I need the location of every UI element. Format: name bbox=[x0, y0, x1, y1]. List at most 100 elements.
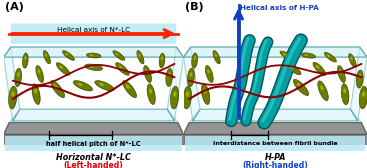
Polygon shape bbox=[193, 109, 358, 121]
Polygon shape bbox=[4, 134, 183, 144]
Ellipse shape bbox=[188, 69, 195, 87]
Ellipse shape bbox=[161, 56, 163, 60]
Ellipse shape bbox=[99, 83, 104, 86]
Ellipse shape bbox=[202, 84, 210, 105]
Ellipse shape bbox=[36, 66, 44, 83]
Ellipse shape bbox=[149, 88, 152, 94]
Ellipse shape bbox=[8, 86, 17, 109]
Ellipse shape bbox=[342, 84, 349, 105]
Ellipse shape bbox=[192, 53, 197, 68]
Ellipse shape bbox=[283, 53, 286, 55]
Ellipse shape bbox=[294, 80, 309, 96]
Ellipse shape bbox=[119, 65, 122, 69]
Ellipse shape bbox=[304, 54, 308, 56]
Ellipse shape bbox=[51, 81, 65, 97]
Ellipse shape bbox=[313, 62, 326, 76]
Ellipse shape bbox=[318, 81, 329, 101]
Polygon shape bbox=[184, 109, 200, 134]
Ellipse shape bbox=[126, 84, 130, 89]
FancyBboxPatch shape bbox=[11, 24, 176, 44]
Ellipse shape bbox=[338, 66, 346, 83]
Ellipse shape bbox=[57, 63, 70, 76]
Text: Helical axis of H-PA: Helical axis of H-PA bbox=[240, 5, 318, 11]
Ellipse shape bbox=[86, 53, 101, 58]
Ellipse shape bbox=[356, 70, 363, 88]
Ellipse shape bbox=[206, 66, 214, 83]
Ellipse shape bbox=[113, 51, 125, 61]
Ellipse shape bbox=[343, 88, 346, 94]
Ellipse shape bbox=[44, 51, 51, 64]
Ellipse shape bbox=[166, 68, 172, 86]
Ellipse shape bbox=[327, 54, 330, 57]
Ellipse shape bbox=[287, 64, 301, 75]
Ellipse shape bbox=[51, 81, 65, 98]
Ellipse shape bbox=[24, 56, 26, 60]
Ellipse shape bbox=[138, 53, 141, 57]
Ellipse shape bbox=[213, 50, 220, 64]
Ellipse shape bbox=[349, 54, 356, 68]
Ellipse shape bbox=[74, 81, 93, 91]
Ellipse shape bbox=[301, 53, 316, 58]
Text: (Left-handed): (Left-handed) bbox=[64, 161, 123, 168]
Ellipse shape bbox=[85, 64, 102, 70]
Ellipse shape bbox=[186, 91, 189, 97]
Ellipse shape bbox=[17, 72, 19, 77]
Ellipse shape bbox=[37, 69, 40, 74]
Ellipse shape bbox=[145, 69, 148, 74]
Ellipse shape bbox=[9, 87, 17, 109]
FancyBboxPatch shape bbox=[185, 136, 365, 151]
Ellipse shape bbox=[357, 70, 364, 89]
Ellipse shape bbox=[90, 54, 93, 56]
Ellipse shape bbox=[15, 68, 21, 87]
Ellipse shape bbox=[159, 53, 165, 68]
Ellipse shape bbox=[85, 65, 103, 71]
Ellipse shape bbox=[337, 66, 345, 82]
Ellipse shape bbox=[192, 53, 198, 69]
Text: half helical pitch of N*-LC: half helical pitch of N*-LC bbox=[46, 141, 141, 147]
Ellipse shape bbox=[95, 81, 115, 91]
Ellipse shape bbox=[56, 63, 70, 75]
Ellipse shape bbox=[280, 52, 293, 60]
Ellipse shape bbox=[293, 79, 309, 95]
Polygon shape bbox=[184, 47, 200, 121]
Ellipse shape bbox=[173, 91, 177, 97]
Ellipse shape bbox=[214, 51, 221, 64]
Ellipse shape bbox=[23, 53, 29, 69]
Ellipse shape bbox=[59, 65, 63, 69]
Polygon shape bbox=[184, 123, 367, 134]
Ellipse shape bbox=[148, 84, 156, 105]
Ellipse shape bbox=[15, 69, 22, 87]
Ellipse shape bbox=[95, 81, 114, 91]
Ellipse shape bbox=[144, 66, 152, 83]
Ellipse shape bbox=[22, 53, 28, 68]
Ellipse shape bbox=[34, 88, 37, 94]
Ellipse shape bbox=[286, 63, 301, 75]
Polygon shape bbox=[4, 47, 183, 57]
Ellipse shape bbox=[54, 84, 58, 89]
Text: Interdistance between fibril bundle: Interdistance between fibril bundle bbox=[213, 141, 338, 146]
Ellipse shape bbox=[194, 56, 196, 60]
Ellipse shape bbox=[290, 66, 294, 69]
Ellipse shape bbox=[77, 83, 83, 86]
Ellipse shape bbox=[341, 83, 349, 105]
Text: (B): (B) bbox=[185, 2, 204, 12]
Ellipse shape bbox=[203, 88, 207, 94]
Ellipse shape bbox=[324, 52, 336, 62]
Ellipse shape bbox=[207, 69, 210, 74]
Ellipse shape bbox=[43, 50, 50, 64]
Ellipse shape bbox=[188, 68, 194, 87]
Ellipse shape bbox=[215, 53, 217, 57]
Text: Helical axis of N*-LC: Helical axis of N*-LC bbox=[57, 27, 130, 33]
Ellipse shape bbox=[362, 91, 365, 97]
Ellipse shape bbox=[144, 66, 151, 82]
Ellipse shape bbox=[359, 74, 361, 78]
FancyBboxPatch shape bbox=[6, 136, 182, 151]
Ellipse shape bbox=[170, 86, 179, 109]
Polygon shape bbox=[184, 134, 367, 144]
Polygon shape bbox=[167, 109, 184, 134]
Ellipse shape bbox=[45, 53, 47, 57]
Ellipse shape bbox=[123, 81, 137, 98]
Ellipse shape bbox=[33, 84, 41, 105]
Ellipse shape bbox=[320, 85, 323, 90]
Ellipse shape bbox=[339, 69, 342, 74]
